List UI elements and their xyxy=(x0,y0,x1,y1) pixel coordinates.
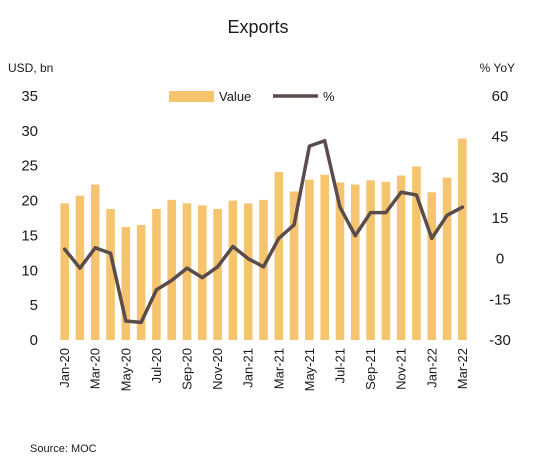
chart-title: Exports xyxy=(227,17,288,37)
right-tick-label: 15 xyxy=(492,210,509,227)
line-point xyxy=(368,210,373,215)
left-tick-label: 30 xyxy=(21,123,38,140)
bar xyxy=(243,203,253,340)
left-axis-ticks: 0 5 10 15 20 25 30 35 xyxy=(21,88,38,349)
legend: Value % xyxy=(169,89,335,104)
bar xyxy=(60,203,69,340)
right-tick-label: 45 xyxy=(492,129,509,146)
line-point xyxy=(231,244,235,249)
bar xyxy=(152,208,161,340)
line-point xyxy=(93,246,97,250)
left-tick-label: 35 xyxy=(21,88,38,105)
line-point xyxy=(307,144,311,148)
line-point xyxy=(63,247,67,251)
left-axis-title: USD, bn xyxy=(8,61,53,75)
line-point xyxy=(200,276,204,280)
bar xyxy=(320,174,329,340)
bar xyxy=(90,184,100,340)
line-point xyxy=(277,236,281,240)
bar xyxy=(136,224,146,340)
left-tick-label: 25 xyxy=(21,158,38,175)
left-tick-label: 20 xyxy=(21,193,38,210)
bar xyxy=(106,208,115,340)
x-tick-label: Mar-22 xyxy=(455,348,470,389)
x-tick-label: Mar-21 xyxy=(271,348,286,389)
right-tick-label: -30 xyxy=(489,332,511,349)
bar xyxy=(381,181,391,340)
bar xyxy=(350,184,360,340)
x-tick-label: Nov-20 xyxy=(210,348,225,390)
line-point xyxy=(292,223,296,227)
bar xyxy=(228,200,238,340)
line-point xyxy=(216,265,220,269)
x-tick-label: May-20 xyxy=(118,348,133,391)
x-tick-label: Jan-20 xyxy=(57,348,72,388)
line-point xyxy=(323,139,327,143)
line-point xyxy=(108,251,113,255)
bar xyxy=(121,227,131,340)
line-point xyxy=(154,288,159,292)
line-point xyxy=(338,205,342,209)
line-point xyxy=(261,265,266,269)
left-tick-label: 15 xyxy=(21,227,38,244)
line-point xyxy=(353,234,357,238)
bar-series xyxy=(60,138,467,340)
x-tick-label: Mar-20 xyxy=(88,348,103,389)
bar xyxy=(427,192,437,340)
right-tick-label: -15 xyxy=(489,291,511,308)
x-tick-label: Nov-21 xyxy=(394,348,409,390)
x-tick-label: Sep-21 xyxy=(363,348,378,390)
line-point xyxy=(430,236,434,240)
bar xyxy=(289,191,299,340)
bar xyxy=(366,180,375,340)
x-tick-label: Jan-22 xyxy=(424,348,439,388)
source-note: Source: MOC xyxy=(30,443,97,455)
right-tick-label: 30 xyxy=(492,169,509,186)
bar xyxy=(259,199,268,340)
line-point xyxy=(460,205,464,209)
line-point xyxy=(384,210,388,215)
line-series xyxy=(62,138,465,325)
bar xyxy=(458,138,467,340)
bar xyxy=(305,179,314,340)
x-tick-label: Sep-20 xyxy=(180,348,195,390)
x-axis-ticks: Jan-20 Mar-20 May-20 Jul-20 Sep-20 Nov-20 Jan-… xyxy=(57,348,470,391)
x-tick-label: Jul-20 xyxy=(149,348,164,383)
line-point xyxy=(170,278,174,282)
bar xyxy=(213,208,222,340)
bar xyxy=(412,166,421,340)
bar xyxy=(198,205,207,340)
line-point xyxy=(185,266,189,270)
line-point xyxy=(78,266,82,270)
left-tick-label: 0 xyxy=(30,332,38,349)
right-axis-ticks: -30 -15 0 15 30 45 60 xyxy=(489,88,511,349)
legend-bar-label: Value xyxy=(219,89,251,104)
bar xyxy=(442,177,452,340)
line-point xyxy=(414,193,419,197)
bar xyxy=(396,175,406,340)
right-tick-label: 60 xyxy=(492,88,509,105)
line-point xyxy=(445,213,449,217)
bar xyxy=(274,171,284,340)
x-tick-label: Jul-21 xyxy=(332,348,347,383)
right-tick-label: 0 xyxy=(496,251,504,268)
bar xyxy=(167,199,177,340)
line-point xyxy=(139,320,143,324)
line-point xyxy=(246,257,250,261)
x-tick-label: Jan-21 xyxy=(241,348,256,388)
line-point xyxy=(124,319,128,323)
legend-line-label: % xyxy=(323,89,335,104)
right-axis-title: % YoY xyxy=(480,61,515,75)
line-point xyxy=(399,190,403,194)
legend-bar-swatch xyxy=(169,91,214,102)
left-tick-label: 10 xyxy=(21,262,38,279)
x-tick-label: May-21 xyxy=(302,348,317,391)
left-tick-label: 5 xyxy=(30,297,38,314)
bar xyxy=(335,182,345,340)
bar xyxy=(182,203,192,340)
